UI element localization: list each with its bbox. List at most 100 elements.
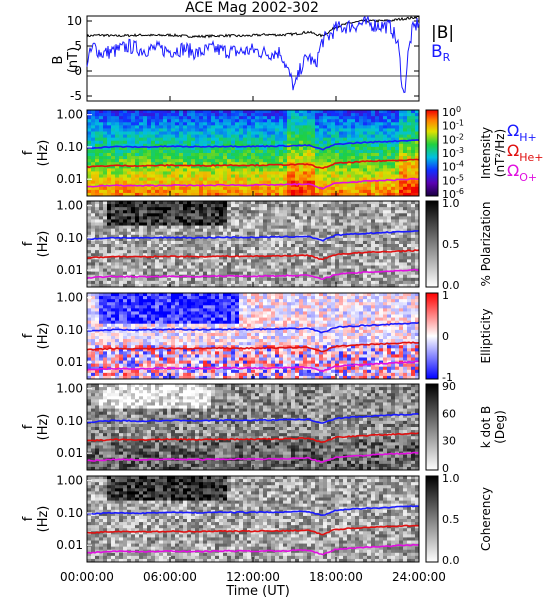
spectrogram-cell	[283, 269, 287, 272]
spectrogram-cell	[207, 156, 211, 159]
spectrogram-cell	[407, 256, 411, 259]
spectrogram-cell	[371, 213, 375, 216]
spectrogram-cell	[107, 229, 111, 232]
spectrogram-cell	[95, 364, 99, 367]
spectrogram-cell	[311, 178, 315, 181]
spectrogram-cell	[331, 138, 335, 141]
spectrogram-cell	[99, 119, 103, 122]
spectrogram-cell	[203, 190, 207, 193]
spectrogram-cell	[387, 213, 391, 216]
spectrogram-cell	[403, 262, 407, 265]
spectrogram-cell	[187, 210, 191, 213]
spectrogram-cell	[275, 278, 279, 281]
spectrogram-cell	[407, 275, 411, 278]
spectrogram-cell	[323, 229, 327, 232]
spectrogram-cell	[99, 253, 103, 256]
spectrogram-cell	[335, 156, 339, 159]
spectrogram-cell	[107, 262, 111, 265]
spectrogram-cell	[383, 125, 387, 128]
spectrogram-cell	[287, 213, 291, 216]
spectrogram-cell	[339, 223, 343, 226]
spectrogram-cell	[303, 269, 307, 272]
spectrogram-cell	[215, 168, 219, 171]
spectrogram-cell	[259, 113, 263, 116]
spectrogram-cell	[147, 153, 151, 156]
spectrogram-cell	[187, 204, 191, 207]
spectrogram-cell	[103, 150, 107, 153]
spectrogram-cell	[215, 128, 219, 131]
spectrogram-cell	[135, 138, 139, 141]
spectrogram-cell	[111, 213, 115, 216]
spectrogram-cell	[411, 278, 415, 281]
spectrogram-cell	[87, 272, 91, 275]
spectrogram-cell	[287, 269, 291, 272]
spectrogram-cell	[403, 132, 407, 135]
spectrogram-cell	[103, 293, 107, 296]
spectrogram-cell	[167, 250, 171, 253]
spectrogram-cell	[123, 339, 127, 342]
spectrogram-cell	[343, 223, 347, 226]
spectrogram-cell	[311, 175, 315, 178]
spectrogram-cell	[387, 168, 391, 171]
spectrogram-cell	[263, 119, 267, 122]
spectrogram-cell	[251, 272, 255, 275]
spectrogram-cell	[271, 207, 275, 210]
spectrogram-cell	[407, 122, 411, 125]
spectrogram-cell	[327, 141, 331, 144]
spectrogram-cell	[195, 128, 199, 131]
spectrogram-cell	[351, 226, 355, 229]
spectrogram-cell	[111, 141, 115, 144]
spectrogram-cell	[391, 235, 395, 238]
spectrogram-cell	[163, 232, 167, 235]
spectrogram-cell	[315, 204, 319, 207]
spectrogram-cell	[279, 150, 283, 153]
spectrogram-cell	[395, 119, 399, 122]
spectrogram-cell	[183, 153, 187, 156]
spectrogram-cell	[203, 122, 207, 125]
spectrogram-cell	[247, 110, 251, 113]
spectrogram-cell	[267, 266, 271, 269]
spectrogram-cell	[403, 119, 407, 122]
spectrogram-cell	[363, 110, 367, 113]
spectrogram-cell	[287, 171, 291, 174]
spectrogram-cell	[291, 278, 295, 281]
colorbar-tick-label: 10-1	[442, 119, 464, 133]
spectrogram-cell	[295, 238, 299, 241]
spectrogram-cell	[331, 147, 335, 150]
spectrogram-cell	[399, 132, 403, 135]
spectrogram-cell	[143, 226, 147, 229]
spectrogram-cell	[355, 128, 359, 131]
spectrogram-cell	[391, 168, 395, 171]
spectrogram-cell	[219, 141, 223, 144]
spectrogram-cell	[315, 241, 319, 244]
spectrogram-cell	[171, 201, 175, 204]
spectrogram-cell	[399, 216, 403, 219]
spectrogram-cell	[207, 250, 211, 253]
spectrogram-cell	[347, 281, 351, 284]
spectrogram-cell	[139, 171, 143, 174]
spectrogram-cell	[395, 201, 399, 204]
spectrogram-cell	[99, 373, 103, 376]
spectrogram-cell	[199, 241, 203, 244]
spectrogram-cell	[255, 213, 259, 216]
spectrogram-cell	[339, 187, 343, 190]
spectrogram-cell	[235, 190, 239, 193]
spectrogram-cell	[347, 204, 351, 207]
spectrogram-cell	[235, 241, 239, 244]
spectrogram-cell	[115, 318, 119, 321]
spectrogram-cell	[303, 153, 307, 156]
spectrogram-cell	[403, 272, 407, 275]
spectrogram-cell	[171, 269, 175, 272]
legend-b-total: |B|	[431, 23, 454, 43]
spectrogram-cell	[331, 247, 335, 250]
spectrogram-cell	[239, 259, 243, 262]
spectrogram-cell	[175, 229, 179, 232]
spectrogram-cell	[203, 278, 207, 281]
spectrogram-cell	[223, 219, 227, 222]
spectrogram-cell	[143, 150, 147, 153]
spectrogram-cell	[135, 250, 139, 253]
spectrogram-cell	[187, 153, 191, 156]
spectrogram-cell	[335, 216, 339, 219]
spectrogram-cell	[179, 219, 183, 222]
spectrogram-cell	[91, 141, 95, 144]
